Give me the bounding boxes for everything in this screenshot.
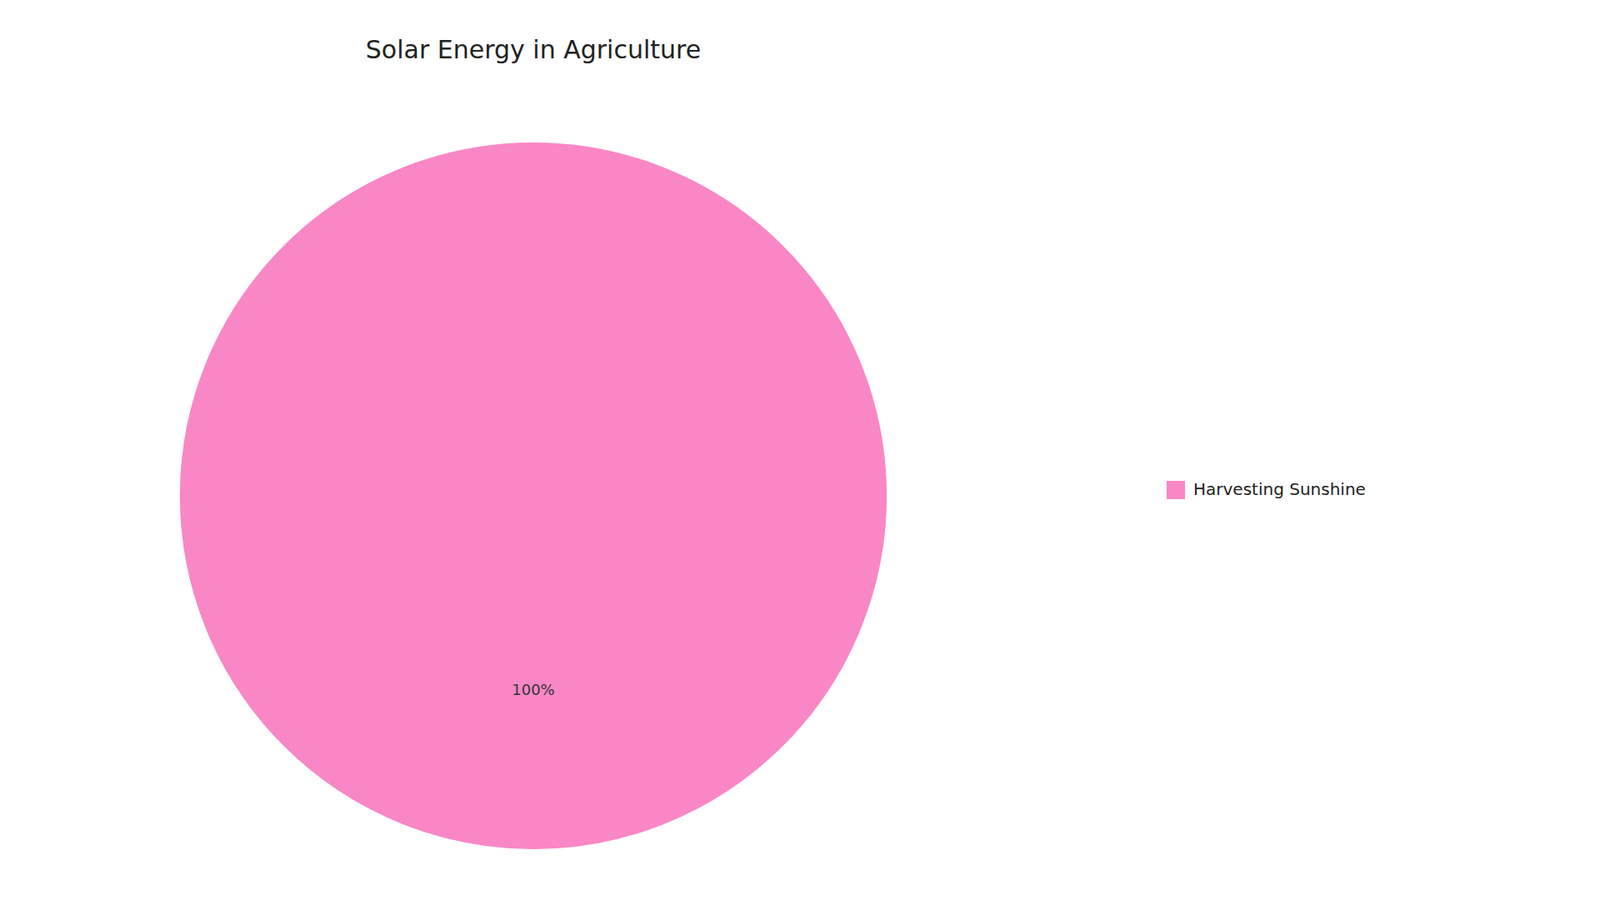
chart-root: Solar Energy in Agriculture 100% Harvestin… — [0, 0, 1600, 900]
data-labels: 100% — [511, 680, 555, 699]
data-label: 100% — [511, 680, 555, 699]
legend-swatch — [1166, 480, 1185, 500]
chart-title: Solar Energy in Agriculture — [365, 35, 701, 65]
legend-item: Harvesting Sunshine — [1166, 479, 1366, 500]
pie-slice — [179, 141, 888, 850]
legend: Harvesting Sunshine — [1166, 479, 1366, 500]
legend-label: Harvesting Sunshine — [1193, 479, 1366, 500]
pie-group — [179, 141, 888, 850]
